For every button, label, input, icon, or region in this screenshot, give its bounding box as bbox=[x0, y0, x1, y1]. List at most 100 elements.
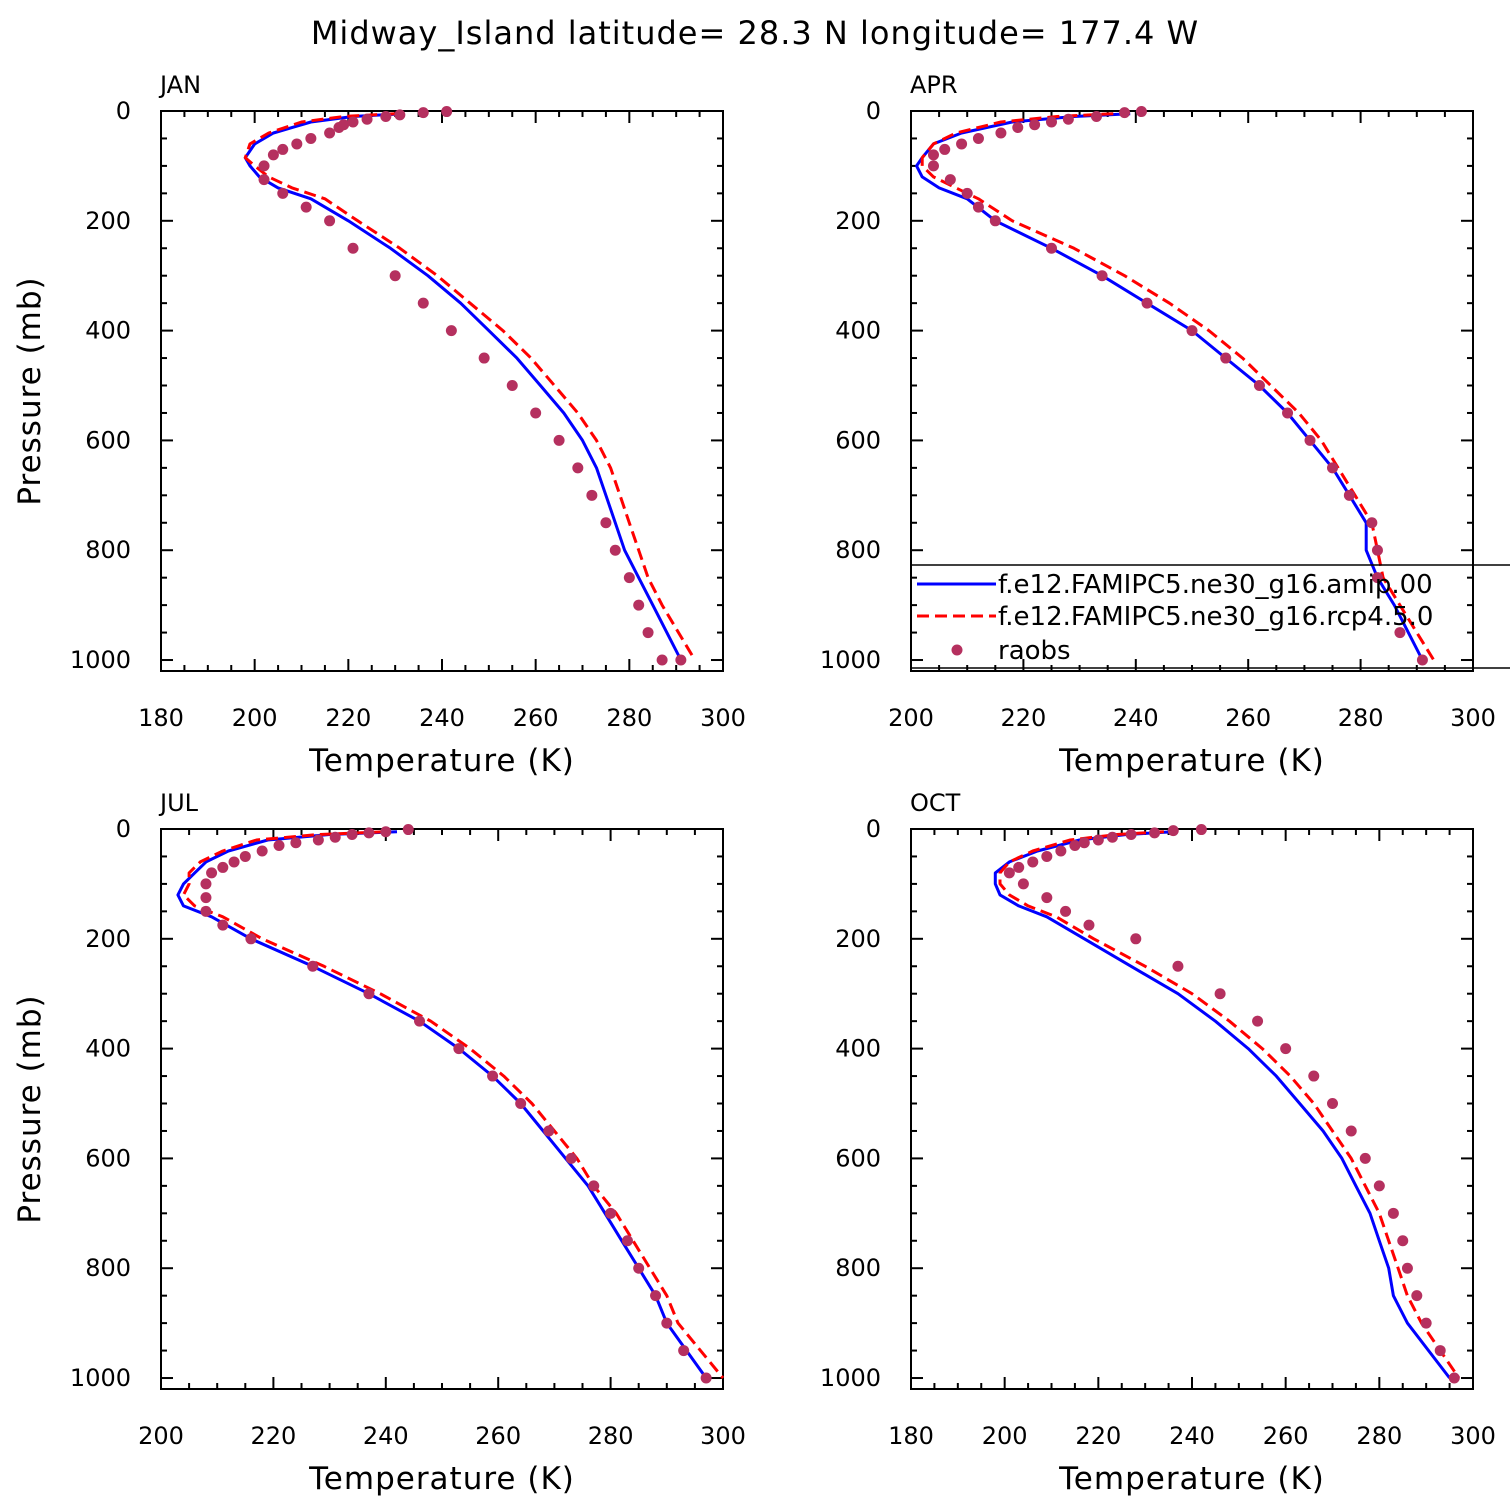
x-tick-label: 220 bbox=[1075, 1422, 1121, 1450]
y-axis-label: Pressure (mb) bbox=[12, 276, 48, 505]
y-tick-label: 0 bbox=[116, 815, 131, 843]
raobs-point bbox=[588, 1180, 600, 1192]
raobs-point bbox=[650, 1290, 662, 1302]
raobs-point bbox=[1394, 627, 1406, 639]
raobs-point bbox=[927, 149, 939, 161]
raobs-point bbox=[1012, 121, 1024, 133]
plot-frame bbox=[910, 828, 1474, 1390]
raobs-point bbox=[1046, 242, 1057, 254]
raobs-point bbox=[1411, 1290, 1423, 1302]
y-tick-label: 600 bbox=[85, 426, 131, 454]
panel-month-label: APR bbox=[910, 71, 958, 99]
y-tick-label: 200 bbox=[85, 925, 131, 953]
raobs-point bbox=[1003, 867, 1015, 879]
raobs-point bbox=[633, 1262, 645, 1274]
raobs-point bbox=[939, 143, 951, 155]
raobs-point bbox=[394, 109, 406, 121]
raobs-point bbox=[380, 110, 392, 122]
y-tick-label: 0 bbox=[866, 815, 881, 843]
raobs-point bbox=[642, 627, 654, 639]
raobs-point bbox=[1359, 1152, 1371, 1164]
raobs-point bbox=[441, 106, 453, 118]
raobs-point bbox=[347, 116, 359, 128]
raobs-point bbox=[1345, 1125, 1357, 1137]
raobs-point bbox=[530, 407, 542, 419]
raobs-point bbox=[478, 352, 490, 364]
y-tick-label: 0 bbox=[866, 97, 881, 125]
raobs-point bbox=[621, 1235, 633, 1247]
y-tick-label: 400 bbox=[85, 317, 131, 345]
raobs-point bbox=[445, 325, 457, 337]
raobs-point bbox=[515, 1098, 527, 1110]
raobs-point bbox=[1397, 1235, 1409, 1247]
raobs-point bbox=[972, 132, 984, 144]
raobs-point bbox=[380, 826, 392, 838]
x-tick-label: 260 bbox=[475, 1422, 521, 1450]
raobs-point bbox=[700, 1372, 712, 1384]
raobs-markers bbox=[258, 106, 687, 666]
panel-month-label: JUL bbox=[158, 789, 199, 817]
rcp-profile-line bbox=[920, 112, 1435, 661]
raobs-point bbox=[1046, 116, 1057, 128]
raobs-point bbox=[417, 297, 429, 309]
raobs-point bbox=[346, 828, 358, 840]
x-axis-label: Temperature (K) bbox=[308, 743, 575, 779]
raobs-point bbox=[258, 160, 270, 172]
raobs-point bbox=[273, 839, 285, 851]
raobs-point bbox=[324, 215, 336, 227]
x-tick-label: 240 bbox=[419, 704, 465, 732]
x-axis-label: Temperature (K) bbox=[1058, 743, 1325, 779]
x-tick-label: 220 bbox=[250, 1422, 296, 1450]
raobs-point bbox=[239, 850, 251, 862]
x-tick-label: 260 bbox=[513, 704, 559, 732]
raobs-point bbox=[961, 187, 973, 199]
legend-entry-label: raobs bbox=[998, 636, 1071, 666]
y-tick-label: 400 bbox=[835, 1035, 881, 1063]
x-tick-label: 300 bbox=[1450, 704, 1496, 732]
y-tick-label: 600 bbox=[835, 1144, 881, 1172]
raobs-point bbox=[1125, 828, 1137, 840]
rcp-profile-line bbox=[998, 830, 1461, 1379]
y-tick-label: 200 bbox=[835, 207, 881, 235]
raobs-point bbox=[363, 988, 375, 1000]
y-tick-label: 800 bbox=[85, 1254, 131, 1282]
raobs-point bbox=[217, 861, 229, 873]
y-tick-label: 1000 bbox=[70, 646, 131, 674]
x-axis-label: Temperature (K) bbox=[1058, 1461, 1325, 1497]
panel-month-label: OCT bbox=[910, 789, 961, 817]
x-tick-label: 260 bbox=[1225, 704, 1271, 732]
raobs-point bbox=[1416, 654, 1428, 666]
raobs-point bbox=[1282, 407, 1294, 419]
raobs-point bbox=[565, 1152, 577, 1164]
raobs-point bbox=[1172, 960, 1184, 972]
y-tick-label: 600 bbox=[835, 426, 881, 454]
raobs-point bbox=[1119, 107, 1131, 119]
raobs-point bbox=[206, 867, 218, 879]
raobs-point bbox=[956, 138, 968, 150]
raobs-markers bbox=[1003, 824, 1460, 1384]
raobs-point bbox=[1055, 845, 1067, 857]
raobs-point bbox=[200, 892, 212, 904]
raobs-point bbox=[1308, 1070, 1320, 1082]
raobs-point bbox=[1343, 489, 1355, 501]
raobs-point bbox=[256, 845, 268, 857]
x-tick-label: 180 bbox=[888, 1422, 934, 1450]
raobs-point bbox=[944, 174, 956, 186]
raobs-point bbox=[600, 517, 612, 529]
x-tick-label: 220 bbox=[325, 704, 371, 732]
y-tick-label: 600 bbox=[85, 1144, 131, 1172]
panel-oct: 180 200 220 240 260 280 300 0 200 400 600 800 1000 OC… bbox=[820, 789, 1496, 1497]
raobs-point bbox=[927, 160, 939, 172]
raobs-point bbox=[678, 1345, 690, 1357]
y-tick-label: 1000 bbox=[820, 646, 881, 674]
raobs-point bbox=[290, 837, 302, 849]
x-tick-label: 240 bbox=[1113, 704, 1159, 732]
raobs-point bbox=[1083, 919, 1095, 931]
raobs-point bbox=[661, 1317, 673, 1329]
raobs-point bbox=[1280, 1043, 1292, 1055]
raobs-point bbox=[305, 132, 317, 144]
raobs-point bbox=[1096, 270, 1108, 282]
raobs-point bbox=[1090, 110, 1102, 122]
raobs-point bbox=[1448, 1372, 1460, 1384]
raobs-point bbox=[1013, 861, 1025, 873]
